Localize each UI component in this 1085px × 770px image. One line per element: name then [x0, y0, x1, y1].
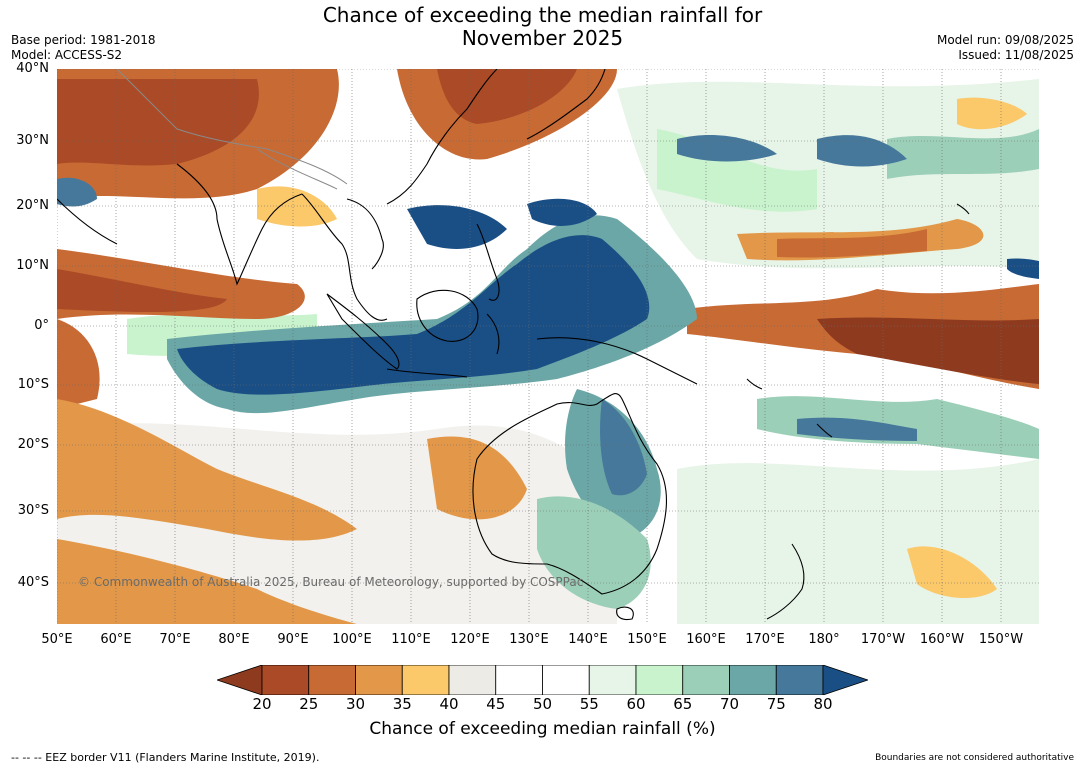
lat-label: 30°S: [17, 503, 49, 518]
colorbar-segment: [355, 664, 403, 696]
colorbar-segment: [308, 664, 356, 696]
lon-label: 150°E: [627, 632, 667, 647]
lon-label: 50°E: [41, 632, 73, 647]
colorbar-tick-label: 25: [299, 695, 319, 713]
coastlines: [57, 69, 970, 621]
lat-label: 20°N: [16, 198, 49, 213]
copyright-notice: © Commonwealth of Australia 2025, Bureau…: [78, 575, 584, 589]
graticule: [57, 69, 1039, 624]
colorbar-segment: [729, 664, 777, 696]
issued-date: Issued: 11/08/2025: [958, 48, 1074, 62]
colorbar-tick-label: 30: [345, 695, 366, 713]
map-title: Chance of exceeding the median rainfall …: [0, 4, 1085, 50]
meta-left: Base period: 1981-2018 Model: ACCESS-S2: [11, 33, 156, 63]
colorbar-segment: [448, 664, 497, 696]
colorbar-graphic: [215, 664, 870, 696]
base-period: Base period: 1981-2018: [11, 33, 156, 47]
lon-label: 160°W: [919, 632, 965, 647]
colorbar-tick-label: 75: [766, 695, 786, 713]
eez-border-note: -- -- -- EEZ border V11 (Flanders Marine…: [11, 751, 320, 764]
colorbar-extend-low: [215, 664, 263, 696]
colorbar-segment: [635, 664, 684, 696]
below-median-regions: [57, 69, 1039, 624]
colorbar-segment: [401, 664, 450, 696]
colorbar-tick-label: 20: [252, 695, 272, 713]
colorbar-tick-label: 40: [439, 695, 459, 713]
lon-label: 170°W: [860, 632, 906, 647]
lon-label: 120°E: [450, 632, 490, 647]
colorbar-extend-high: [822, 664, 870, 696]
lon-label: 180°: [808, 632, 840, 647]
colorbar-tick-label: 70: [719, 695, 740, 713]
boundaries-disclaimer: Boundaries are not considered authoritat…: [875, 753, 1074, 763]
colorbar-tick-label: 65: [673, 695, 693, 713]
colorbar-segment: [682, 664, 730, 696]
lon-label: 60°E: [100, 632, 132, 647]
lat-label: 0°: [34, 318, 49, 333]
colorbar-tick-label: 80: [813, 695, 833, 713]
title-line-2: November 2025: [461, 26, 624, 50]
rainfall-map: [57, 69, 1039, 624]
colorbar-segment: [495, 664, 543, 696]
meta-right: Model run: 09/08/2025 Issued: 11/08/2025: [937, 33, 1074, 63]
lat-label: 10°N: [16, 258, 49, 273]
lat-label: 40°N: [16, 61, 49, 76]
lat-label: 30°N: [16, 133, 49, 148]
lon-label: 150°W: [978, 632, 1024, 647]
lon-label: 170°E: [745, 632, 785, 647]
lon-label: 70°E: [159, 632, 191, 647]
lon-label: 130°E: [509, 632, 549, 647]
colorbar-segment: [775, 664, 824, 696]
lon-label: 160°E: [686, 632, 726, 647]
title-line-1: Chance of exceeding the median rainfall …: [322, 3, 763, 27]
lat-label: 10°S: [17, 377, 49, 392]
lon-label: 90°E: [277, 632, 309, 647]
colorbar-tick-label: 35: [392, 695, 412, 713]
lon-label: 110°E: [391, 632, 431, 647]
country-borders: [116, 69, 348, 190]
colorbar-tick-label: 45: [486, 695, 506, 713]
colorbar-segment: [542, 664, 590, 696]
colorbar-tick-label: 50: [532, 695, 553, 713]
model-run: Model run: 09/08/2025: [936, 33, 1074, 47]
colorbar-segment: [261, 664, 310, 696]
colorbar: [215, 664, 870, 696]
colorbar-tick-label: 55: [579, 695, 599, 713]
lat-label: 20°S: [17, 437, 49, 452]
map-canvas: [57, 69, 1039, 624]
lon-label: 80°E: [218, 632, 250, 647]
lon-label: 100°E: [332, 632, 372, 647]
colorbar-segment: [588, 664, 637, 696]
above-median-regions: [57, 134, 1039, 609]
lat-label: 40°S: [17, 575, 49, 590]
model-name: Model: ACCESS-S2: [11, 48, 123, 62]
lon-label: 140°E: [568, 632, 608, 647]
colorbar-tick-label: 60: [626, 695, 646, 713]
colorbar-label: Chance of exceeding median rainfall (%): [369, 719, 716, 739]
